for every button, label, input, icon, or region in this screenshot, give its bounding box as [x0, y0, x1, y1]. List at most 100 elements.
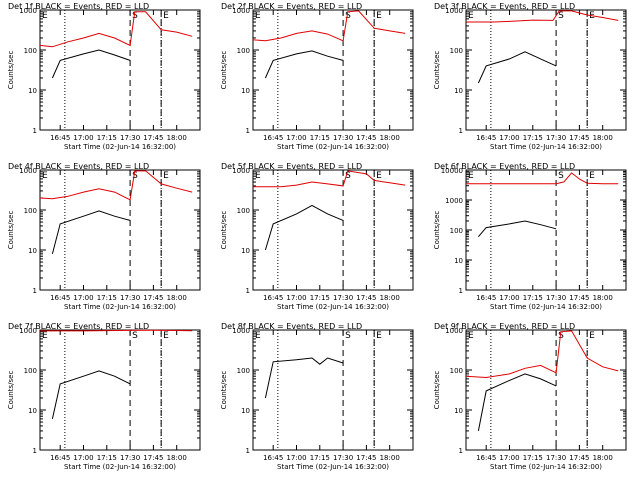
- x-tick-label: 16:45: [263, 294, 283, 302]
- x-tick-label: 16:45: [476, 294, 496, 302]
- x-tick-label: 17:00: [499, 454, 519, 462]
- y-tick-label: 100: [237, 47, 250, 55]
- plot-frame: [465, 9, 627, 131]
- y-tick-label: 1000: [19, 167, 37, 175]
- chart-panel-7: Det 7f BLACK = Events, RED = LLD 1 10 100 10…: [7, 322, 201, 471]
- plot-frame: [465, 329, 627, 451]
- x-tick-label: 17:30: [546, 294, 566, 302]
- y-tick-label: 100: [24, 367, 37, 375]
- y-tick-label: 1: [33, 287, 37, 295]
- series-line-1: [477, 373, 557, 431]
- x-axis-label: Start Time (02-Jun-14 16:32:00): [490, 303, 602, 311]
- y-tick-label: 100: [237, 207, 250, 215]
- chart-title: Det 7f BLACK = Events, RED = LLD: [8, 322, 149, 331]
- marker-label-e: E: [468, 171, 474, 181]
- x-axis-label: Start Time (02-Jun-14 16:32:00): [277, 303, 389, 311]
- y-tick-label: 1000: [232, 327, 250, 335]
- marker-label-s: S: [345, 331, 351, 341]
- chart-title: Det 9f BLACK = Events, RED = LLD: [434, 322, 575, 331]
- chart-panel-4: Det 4f BLACK = Events, RED = LLD 1 10 100 10…: [7, 162, 201, 311]
- y-axis-label: Counts/sec: [433, 371, 441, 410]
- x-tick-label: 17:15: [97, 134, 117, 142]
- series-line-2: [466, 172, 619, 185]
- series-line-2: [39, 170, 193, 201]
- x-tick-label: 18:00: [167, 294, 187, 302]
- y-tick-label: 100: [450, 47, 463, 55]
- x-tick-label: 17:45: [569, 454, 589, 462]
- x-tick-label: 18:00: [167, 454, 187, 462]
- plot-frame: [252, 329, 414, 451]
- y-tick-label: 1: [246, 287, 250, 295]
- series-line-2: [466, 10, 619, 23]
- marker-label-e: E: [589, 331, 595, 341]
- x-tick-label: 17:15: [310, 134, 330, 142]
- chart-title: Det 4f BLACK = Events, RED = LLD: [8, 162, 149, 171]
- x-tick-label: 17:45: [143, 134, 163, 142]
- marker-label-e: E: [255, 171, 261, 181]
- series-line-1: [51, 49, 131, 79]
- x-tick-label: 17:15: [97, 454, 117, 462]
- x-axis-label: Start Time (02-Jun-14 16:32:00): [490, 463, 602, 471]
- x-tick-label: 16:45: [50, 294, 70, 302]
- y-tick-label: 10: [241, 87, 250, 95]
- x-tick-label: 18:00: [380, 294, 400, 302]
- y-tick-label: 10: [28, 407, 37, 415]
- x-axis-label: Start Time (02-Jun-14 16:32:00): [490, 143, 602, 151]
- chart-panel-5: Det 5f BLACK = Events, RED = LLD 1 10 100 10…: [220, 162, 414, 311]
- chart-panel-3: Det 3f BLACK = Events, RED = LLD 1 10 100 10…: [433, 2, 627, 151]
- x-tick-label: 17:30: [333, 454, 353, 462]
- x-tick-label: 17:30: [546, 454, 566, 462]
- series-line-1: [51, 370, 131, 420]
- chart-panel-8: Det 8f BLACK = Events, RED = LLD 1 10 100 10…: [220, 322, 414, 471]
- marker-label-e: E: [376, 171, 382, 181]
- y-tick-label: 1000: [232, 7, 250, 15]
- y-tick-label: 1: [459, 447, 463, 455]
- x-tick-label: 17:00: [73, 294, 93, 302]
- marker-label-s: S: [558, 331, 564, 341]
- y-tick-label: 10: [454, 257, 463, 265]
- y-tick-label: 1: [33, 127, 37, 135]
- chart-panel-2: Det 2f BLACK = Events, RED = LLD 1 10 100 10…: [220, 2, 414, 151]
- x-tick-label: 17:30: [546, 134, 566, 142]
- marker-label-e: E: [42, 171, 48, 181]
- series-line-2: [253, 170, 406, 188]
- series-line-1: [264, 204, 344, 251]
- marker-label-e: E: [255, 331, 261, 341]
- marker-label-s: S: [132, 331, 138, 341]
- marker-label-e: E: [589, 171, 595, 181]
- y-tick-label: 100: [24, 47, 37, 55]
- chart-panel-1: Det 1f BLACK = Events, RED = LLD 1 10 100 10…: [7, 2, 201, 151]
- x-tick-label: 18:00: [167, 134, 187, 142]
- series-line-2: [465, 330, 619, 379]
- y-axis-label: Counts/sec: [433, 211, 441, 250]
- chart-panel-9: Det 9f BLACK = Events, RED = LLD 1 10 100 10…: [433, 322, 627, 471]
- series-line-1: [478, 220, 557, 238]
- x-tick-label: 16:45: [50, 134, 70, 142]
- marker-label-e: E: [42, 11, 48, 21]
- x-tick-label: 17:45: [143, 454, 163, 462]
- chart-title: Det 2f BLACK = Events, RED = LLD: [221, 2, 362, 11]
- y-tick-label: 100: [450, 367, 463, 375]
- plot-frame: [39, 169, 201, 291]
- x-tick-label: 17:15: [523, 454, 543, 462]
- x-tick-label: 16:45: [263, 454, 283, 462]
- y-axis-label: Counts/sec: [220, 371, 228, 410]
- y-tick-label: 1000: [445, 327, 463, 335]
- marker-label-e: E: [42, 331, 48, 341]
- x-axis-label: Start Time (02-Jun-14 16:32:00): [64, 303, 176, 311]
- x-tick-label: 18:00: [593, 294, 613, 302]
- x-tick-label: 18:00: [380, 454, 400, 462]
- series-line-1: [477, 51, 557, 84]
- x-tick-label: 17:15: [523, 134, 543, 142]
- y-axis-label: Counts/sec: [7, 51, 15, 90]
- x-tick-label: 17:30: [120, 454, 140, 462]
- chart-title: Det 6f BLACK = Events, RED = LLD: [434, 162, 575, 171]
- y-tick-label: 1000: [19, 7, 37, 15]
- x-tick-label: 17:45: [356, 134, 376, 142]
- y-tick-label: 10000: [441, 167, 463, 175]
- marker-label-s: S: [345, 171, 351, 181]
- x-tick-label: 16:45: [476, 454, 496, 462]
- marker-label-e: E: [163, 171, 169, 181]
- plot-frame: [39, 329, 201, 451]
